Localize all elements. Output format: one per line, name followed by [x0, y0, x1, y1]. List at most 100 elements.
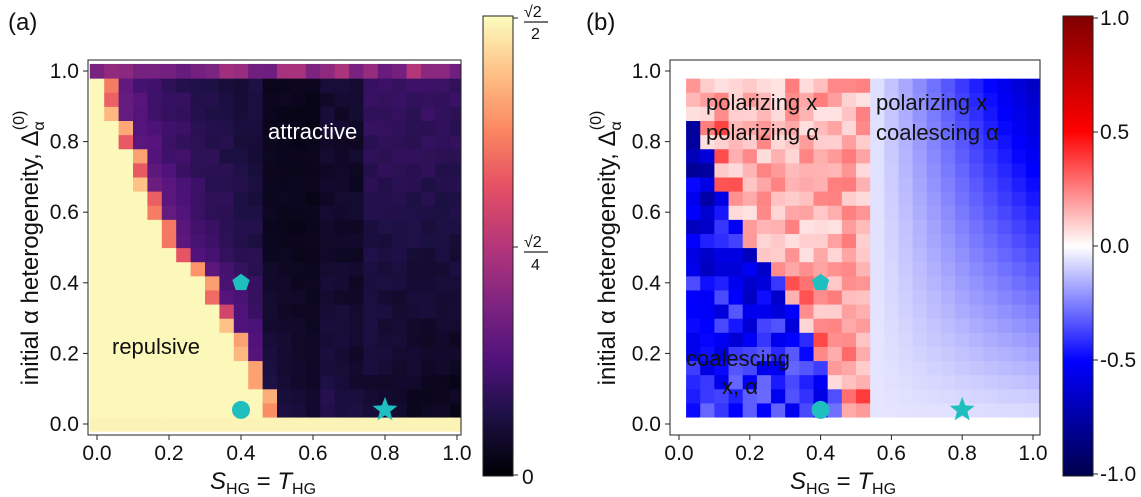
- heatmap-b-cell: [700, 78, 715, 93]
- heatmap-a-cell: [449, 63, 461, 79]
- heatmap-a-cell: [205, 416, 220, 432]
- heatmap-a-cell: [349, 106, 364, 122]
- heatmap-b-cell: [700, 261, 715, 277]
- heatmap-b-cell: [926, 162, 942, 178]
- heatmap-a-cell: [421, 346, 436, 362]
- heatmap-a-cell: [262, 261, 278, 277]
- panel-a-letter: (a): [8, 9, 37, 36]
- heatmap-a-cell: [305, 191, 321, 206]
- heatmap-a-cell: [118, 162, 134, 178]
- heatmap-b-cell: [841, 191, 857, 206]
- heatmap-a-cell: [248, 289, 264, 305]
- heatmap-b-cell: [700, 346, 715, 362]
- heatmap-b-cell: [997, 233, 1013, 249]
- heatmap-a-cell: [305, 388, 321, 404]
- heatmap-a-cell: [89, 261, 105, 277]
- heatmap-a-cell: [421, 247, 436, 263]
- heatmap-b-cell: [714, 247, 730, 263]
- svg-text:initial α heterogeneity, Δα(0): initial α heterogeneity, Δα(0): [11, 111, 48, 386]
- heatmap-b-cell: [785, 303, 800, 319]
- heatmap-a-cell: [334, 63, 350, 79]
- x-tick-label: 0.4: [226, 442, 256, 465]
- axes-frame-a: [87, 59, 462, 436]
- heatmap-b-cell: [785, 205, 800, 220]
- heatmap-b-cell: [686, 120, 701, 136]
- heatmap-a-cell: [190, 346, 206, 362]
- y-tick-label: 0.6: [632, 201, 661, 224]
- heatmap-b-cell: [969, 402, 985, 418]
- cb-a-zero: 0: [522, 466, 534, 489]
- heatmap-a-cell: [147, 402, 163, 418]
- heatmap-b-cell: [912, 92, 928, 107]
- markers-a: [232, 273, 398, 421]
- heatmap-a-cell: [291, 63, 307, 79]
- heatmap-b-cell: [756, 78, 772, 93]
- ylabel-sup: (0): [11, 111, 28, 131]
- heatmap-b-cell: [940, 360, 956, 376]
- heatmap-a-cell: [449, 92, 461, 107]
- heatmap-b-cell: [969, 374, 985, 390]
- heatmap-b-cell: [870, 275, 885, 291]
- heatmap-b-cell: [884, 247, 900, 263]
- heatmap-b-cell: [756, 176, 772, 192]
- heatmap-a-cell: [248, 275, 264, 291]
- heatmap-b-cell: [969, 346, 985, 362]
- heatmap-a-cell: [363, 416, 379, 432]
- heatmap-a-cell: [190, 402, 206, 418]
- heatmap-b-cell: [997, 191, 1013, 206]
- heatmap-b-cell: [813, 134, 829, 150]
- ylabel-main: initial α heterogeneity, Δ: [17, 130, 44, 385]
- heatmap-a-cell: [421, 388, 436, 404]
- heatmap-b-cell: [1011, 289, 1027, 305]
- heatmap-a-cell: [161, 106, 177, 122]
- heatmap-a-cell: [421, 275, 436, 291]
- heatmap-b-cell: [997, 346, 1013, 362]
- heatmap-a-cell: [147, 63, 163, 79]
- heatmap-a-cell: [219, 78, 235, 93]
- heatmap-b-cell: [756, 388, 772, 404]
- cb-a-top-num: √2: [524, 4, 542, 21]
- heatmap-b-cell: [742, 78, 758, 93]
- heatmap-b-cell: [870, 92, 885, 107]
- heatmap-b-cell: [686, 318, 701, 333]
- heatmap-a-cell: [435, 176, 451, 192]
- heatmap-b-cell: [856, 219, 871, 234]
- heatmap-a-cell: [320, 261, 336, 277]
- heatmap-b-cell: [1025, 318, 1040, 333]
- heatmap-b-cell: [969, 275, 985, 291]
- heatmap-a-cell: [363, 176, 379, 192]
- heatmap-a-cell: [89, 63, 105, 79]
- heatmap-b-cell: [686, 360, 701, 376]
- y-tick-label: 1.0: [632, 60, 661, 83]
- heatmap-a-cell: [233, 261, 249, 277]
- heatmap-a-cell: [421, 106, 436, 122]
- heatmap-b-cell: [771, 219, 786, 234]
- heatmap-a-cell: [262, 275, 278, 291]
- heatmap-b-cell: [926, 191, 942, 206]
- heatmap-b-cell: [771, 275, 786, 291]
- heatmap-b-cell: [742, 148, 758, 164]
- heatmap-b-cell: [870, 247, 885, 263]
- heatmap-b-cell: [742, 134, 758, 150]
- heatmap-a-cell: [363, 318, 379, 333]
- heatmap-a-cell: [349, 134, 364, 150]
- heatmap-b-cell: [813, 219, 829, 234]
- heatmap-a-cell: [349, 162, 364, 178]
- heatmap-b-cell: [926, 289, 942, 305]
- heatmap-a-cell: [89, 247, 105, 263]
- heatmap-b-cell: [686, 332, 701, 347]
- heatmap-a-cell: [305, 303, 321, 319]
- heatmap-b-cell: [742, 120, 758, 136]
- heatmap-b-cell: [870, 134, 885, 150]
- heatmap-a-cell: [449, 247, 461, 263]
- heatmap-b-cell: [1011, 92, 1027, 107]
- heatmap-b-cell: [898, 402, 914, 418]
- heatmap-a-cell: [449, 233, 461, 249]
- heatmap-a-cell: [392, 303, 408, 319]
- heatmap-b-cell: [969, 191, 985, 206]
- heatmap-b-cell: [671, 219, 687, 234]
- heatmap-a-cell: [104, 162, 120, 178]
- heatmap-b-cell: [714, 162, 730, 178]
- svg-text:initial α heterogeneity, Δα(0): initial α heterogeneity, Δα(0): [588, 111, 625, 386]
- heatmap-a-cell: [291, 120, 307, 136]
